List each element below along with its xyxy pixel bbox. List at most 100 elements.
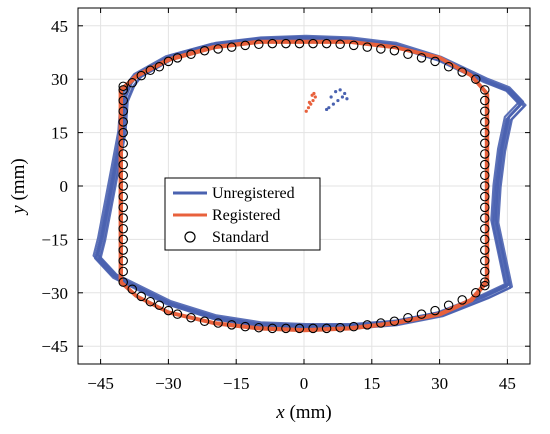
- standard-point: [118, 149, 128, 159]
- standard-point: [281, 323, 291, 334]
- legend-swatch-standard: [184, 231, 196, 243]
- y-tick-label: 45: [51, 17, 68, 36]
- standard-point: [335, 39, 345, 50]
- registered-point: [310, 93, 314, 97]
- standard-point: [403, 312, 413, 323]
- standard-point: [118, 127, 128, 138]
- standard-point: [403, 49, 413, 60]
- standard-point: [267, 38, 278, 49]
- standard-point: [127, 78, 137, 88]
- standard-point: [471, 74, 481, 84]
- x-tick-label: −45: [87, 374, 114, 393]
- standard-point: [118, 117, 128, 127]
- standard-point: [430, 56, 440, 67]
- y-axis-var: y: [8, 205, 29, 216]
- unregistered-point: [340, 95, 345, 99]
- x-tick-label: 0: [300, 374, 309, 393]
- standard-point: [172, 53, 183, 63]
- standard-point: [163, 305, 174, 316]
- unregistered-point: [327, 106, 331, 110]
- standard-point: [163, 56, 174, 67]
- standard-point: [118, 85, 128, 95]
- standard-point: [118, 170, 128, 181]
- standard-point: [308, 323, 318, 334]
- standard-point: [118, 266, 128, 277]
- standard-point: [321, 323, 332, 334]
- standard-point: [480, 245, 490, 255]
- standard-point: [471, 288, 481, 298]
- standard-point: [281, 38, 291, 49]
- standard-point: [145, 65, 156, 76]
- standard-point: [136, 70, 147, 81]
- standard-point: [480, 117, 490, 127]
- standard-point: [118, 81, 128, 92]
- standard-point: [308, 38, 318, 49]
- y-tick-label: −30: [41, 284, 68, 303]
- standard-point: [348, 40, 359, 51]
- x-tick-label: −15: [223, 374, 250, 393]
- axis-ticks: −45 −30 −15 0 15 30 45 −45 −30 −15 0 15 30 45: [41, 8, 530, 393]
- standard-point: [389, 45, 400, 56]
- y-tick-label: −45: [41, 337, 68, 356]
- y-axis-title: y (mm): [8, 158, 29, 215]
- standard-point: [118, 234, 128, 245]
- legend-label-registered: Registered: [212, 207, 280, 224]
- standard-point: [480, 159, 490, 170]
- standard-point: [376, 318, 386, 328]
- y-tick-label: 0: [60, 177, 69, 196]
- standard-point: [118, 95, 128, 106]
- x-axis-var: x: [275, 402, 285, 423]
- x-axis-title: x (mm): [275, 402, 331, 423]
- standard-point: [118, 159, 128, 170]
- standard-point: [457, 295, 467, 305]
- standard-point: [457, 67, 467, 77]
- unregistered-point: [329, 95, 333, 99]
- standard-point: [226, 320, 237, 330]
- standard-point: [416, 53, 427, 63]
- standard-point: [154, 300, 165, 311]
- y-axis-unit: (mm): [8, 158, 29, 205]
- standard-point: [480, 127, 490, 138]
- standard-point: [480, 181, 490, 191]
- standard-point: [127, 284, 137, 294]
- standard-point: [321, 38, 332, 49]
- standard-point: [480, 277, 490, 287]
- standard-point: [254, 322, 264, 333]
- unregistered-point: [331, 102, 335, 106]
- standard-point: [118, 106, 128, 116]
- standard-point: [480, 191, 490, 202]
- standard-point: [416, 309, 427, 319]
- standard-point: [480, 85, 490, 95]
- standard-point: [118, 223, 128, 234]
- standard-point: [480, 95, 490, 106]
- unregistered-point: [336, 98, 340, 103]
- x-tick-label: −30: [155, 374, 182, 393]
- standard-point: [118, 256, 128, 266]
- standard-point: [294, 323, 305, 334]
- standard-point: [267, 323, 278, 334]
- standard-point: [480, 256, 490, 266]
- standard-point: [335, 322, 345, 333]
- standard-point: [118, 277, 128, 287]
- standard-point: [480, 213, 490, 223]
- x-tick-label: 45: [499, 374, 516, 393]
- standard-point: [154, 61, 165, 72]
- legend-label-standard: Standard: [212, 229, 269, 246]
- standard-point: [240, 40, 250, 51]
- standard-point: [118, 245, 128, 255]
- standard-point: [480, 149, 490, 159]
- standard-point: [362, 320, 373, 330]
- y-tick-label: −15: [41, 230, 68, 249]
- registered-point: [311, 98, 315, 103]
- standard-point: [199, 45, 210, 56]
- standard-point: [118, 191, 128, 202]
- data-layer: [92, 34, 527, 334]
- registered-point: [307, 100, 312, 104]
- standard-point: [480, 202, 490, 213]
- standard-point: [480, 280, 490, 291]
- x-axis-unit: (mm): [285, 402, 332, 423]
- registered-point: [313, 95, 317, 99]
- standard-point: [186, 312, 196, 323]
- standard-point: [348, 321, 359, 332]
